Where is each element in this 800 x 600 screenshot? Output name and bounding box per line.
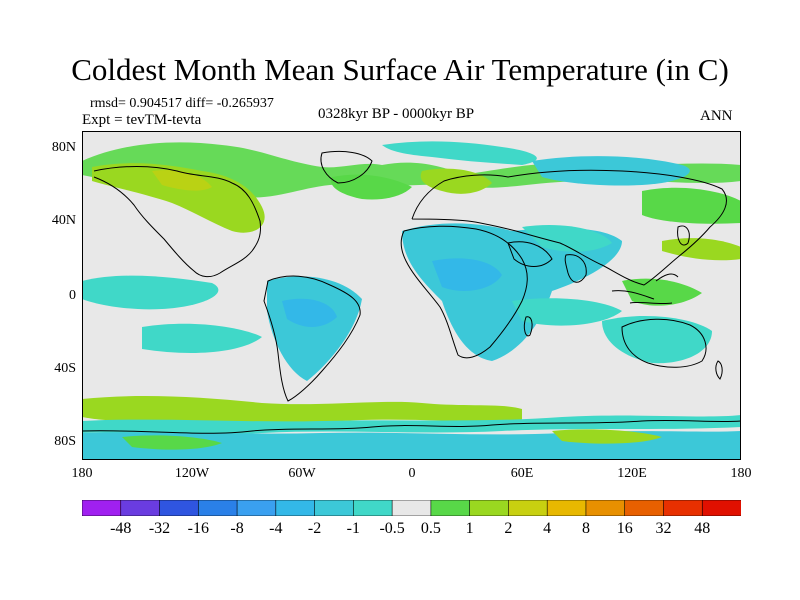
lon-label-120w: 120W <box>174 466 210 481</box>
colorbar-swatch <box>120 500 161 516</box>
period-label: 0328kyr BP - 0000kyr BP <box>318 106 475 122</box>
colorbar-swatch <box>624 500 665 516</box>
colorbar-label: 48 <box>694 520 711 537</box>
arabia-cool-region <box>522 224 612 252</box>
lat-label-40s: 40S <box>54 361 76 376</box>
anomaly-fill-layer <box>82 141 741 460</box>
colorbar-label: 32 <box>655 520 672 537</box>
north-america-strong-warm <box>152 169 212 191</box>
colorbar-label: -48 <box>110 520 132 537</box>
lat-label-80n: 80N <box>51 140 76 155</box>
colorbar-swatch <box>353 500 393 516</box>
stats-text: rmsd= 0.904517 diff= -0.265937 <box>90 96 274 111</box>
south-america-strong-cool <box>282 298 337 327</box>
colorbar-label: -8 <box>230 520 244 537</box>
antarctica-warm-patch <box>122 435 222 450</box>
indian-ocean-cool <box>512 298 622 326</box>
coastline-new-zealand <box>715 360 723 380</box>
colorbar-label: -2 <box>307 520 322 537</box>
arctic-cool-band <box>382 141 537 165</box>
lat-label-0: 0 <box>69 288 76 303</box>
colorbar-label: 0.5 <box>420 520 441 537</box>
lon-label-120e: 120E <box>617 466 647 481</box>
coastline-arabia <box>507 241 553 267</box>
colorbar-swatch <box>701 500 741 516</box>
pacific-cool-band <box>142 323 262 353</box>
western-pacific-warm <box>622 278 702 306</box>
central-pacific-cool <box>82 275 219 310</box>
colorbar-label: 2 <box>504 520 513 537</box>
lat-label-80s: 80S <box>54 434 76 449</box>
coastline-greenland <box>320 150 373 184</box>
colorbar-label: 8 <box>581 520 590 537</box>
colorbar-swatch <box>159 500 200 516</box>
colorbar-swatch <box>585 500 626 516</box>
map-title: Coldest Month Mean Surface Air Temperatu… <box>71 52 729 87</box>
coastline-indonesia <box>611 273 679 305</box>
colorbar-swatch <box>546 500 587 516</box>
experiment-label: Expt = tevTM-tevta <box>82 112 202 128</box>
coastline-antarctica <box>82 419 741 434</box>
lon-label-0: 0 <box>408 466 416 481</box>
antarctica-warm-patch-east <box>552 429 662 444</box>
lon-label-180e: 180 <box>730 466 752 481</box>
colorbar-swatch <box>314 500 355 516</box>
colorbar-label: -32 <box>148 520 171 537</box>
southern-ocean-cool-band <box>82 415 741 435</box>
colorbar-swatch <box>236 500 277 516</box>
east-asia-warm <box>642 187 741 224</box>
coastline-japan <box>677 225 690 246</box>
colorbar-label: 1 <box>465 520 474 537</box>
lon-label-180w: 180 <box>71 466 93 481</box>
north-pacific-warm <box>662 238 741 261</box>
coastline-south-america <box>263 275 361 402</box>
map-frame <box>82 131 741 460</box>
colorbar-swatch <box>663 500 704 516</box>
australia-cool <box>602 316 712 364</box>
lon-label-60w: 60W <box>288 466 316 481</box>
colorbar-swatch <box>391 500 432 516</box>
temperature-map <box>82 131 741 460</box>
lon-label-60e: 60E <box>510 466 534 481</box>
africa-strong-cool <box>432 258 502 291</box>
colorbar-label: -1 <box>346 520 360 537</box>
coastline-australia <box>621 318 707 368</box>
colorbar-label: 16 <box>616 520 633 537</box>
colorbar-swatch <box>469 500 510 516</box>
colorbar-label: -16 <box>187 520 209 537</box>
colorbar-label: -0.5 <box>379 520 405 537</box>
coastline-africa <box>400 225 528 359</box>
africa-cool-region <box>402 223 622 361</box>
colorbar-swatch <box>508 500 548 516</box>
colorbar-swatch <box>275 500 316 516</box>
colorbar-swatch <box>430 500 471 516</box>
coastline-eurasia <box>411 169 727 286</box>
lat-label-40n: 40N <box>51 213 76 228</box>
colorbar-label: -4 <box>269 520 283 537</box>
colorbar-swatch <box>82 500 122 516</box>
colorbar-label: 4 <box>543 520 552 537</box>
southern-ocean-warm-band <box>82 396 522 423</box>
coastline-india <box>564 254 587 283</box>
colorbar <box>82 500 741 516</box>
coastlines <box>82 150 741 434</box>
coastline-north-america <box>93 166 261 278</box>
north-america-warm <box>92 163 265 233</box>
coastline-madagascar <box>523 316 533 337</box>
colorbar-swatch <box>197 500 238 516</box>
season-label: ANN <box>700 108 733 124</box>
arctic-warm-band <box>82 142 741 198</box>
